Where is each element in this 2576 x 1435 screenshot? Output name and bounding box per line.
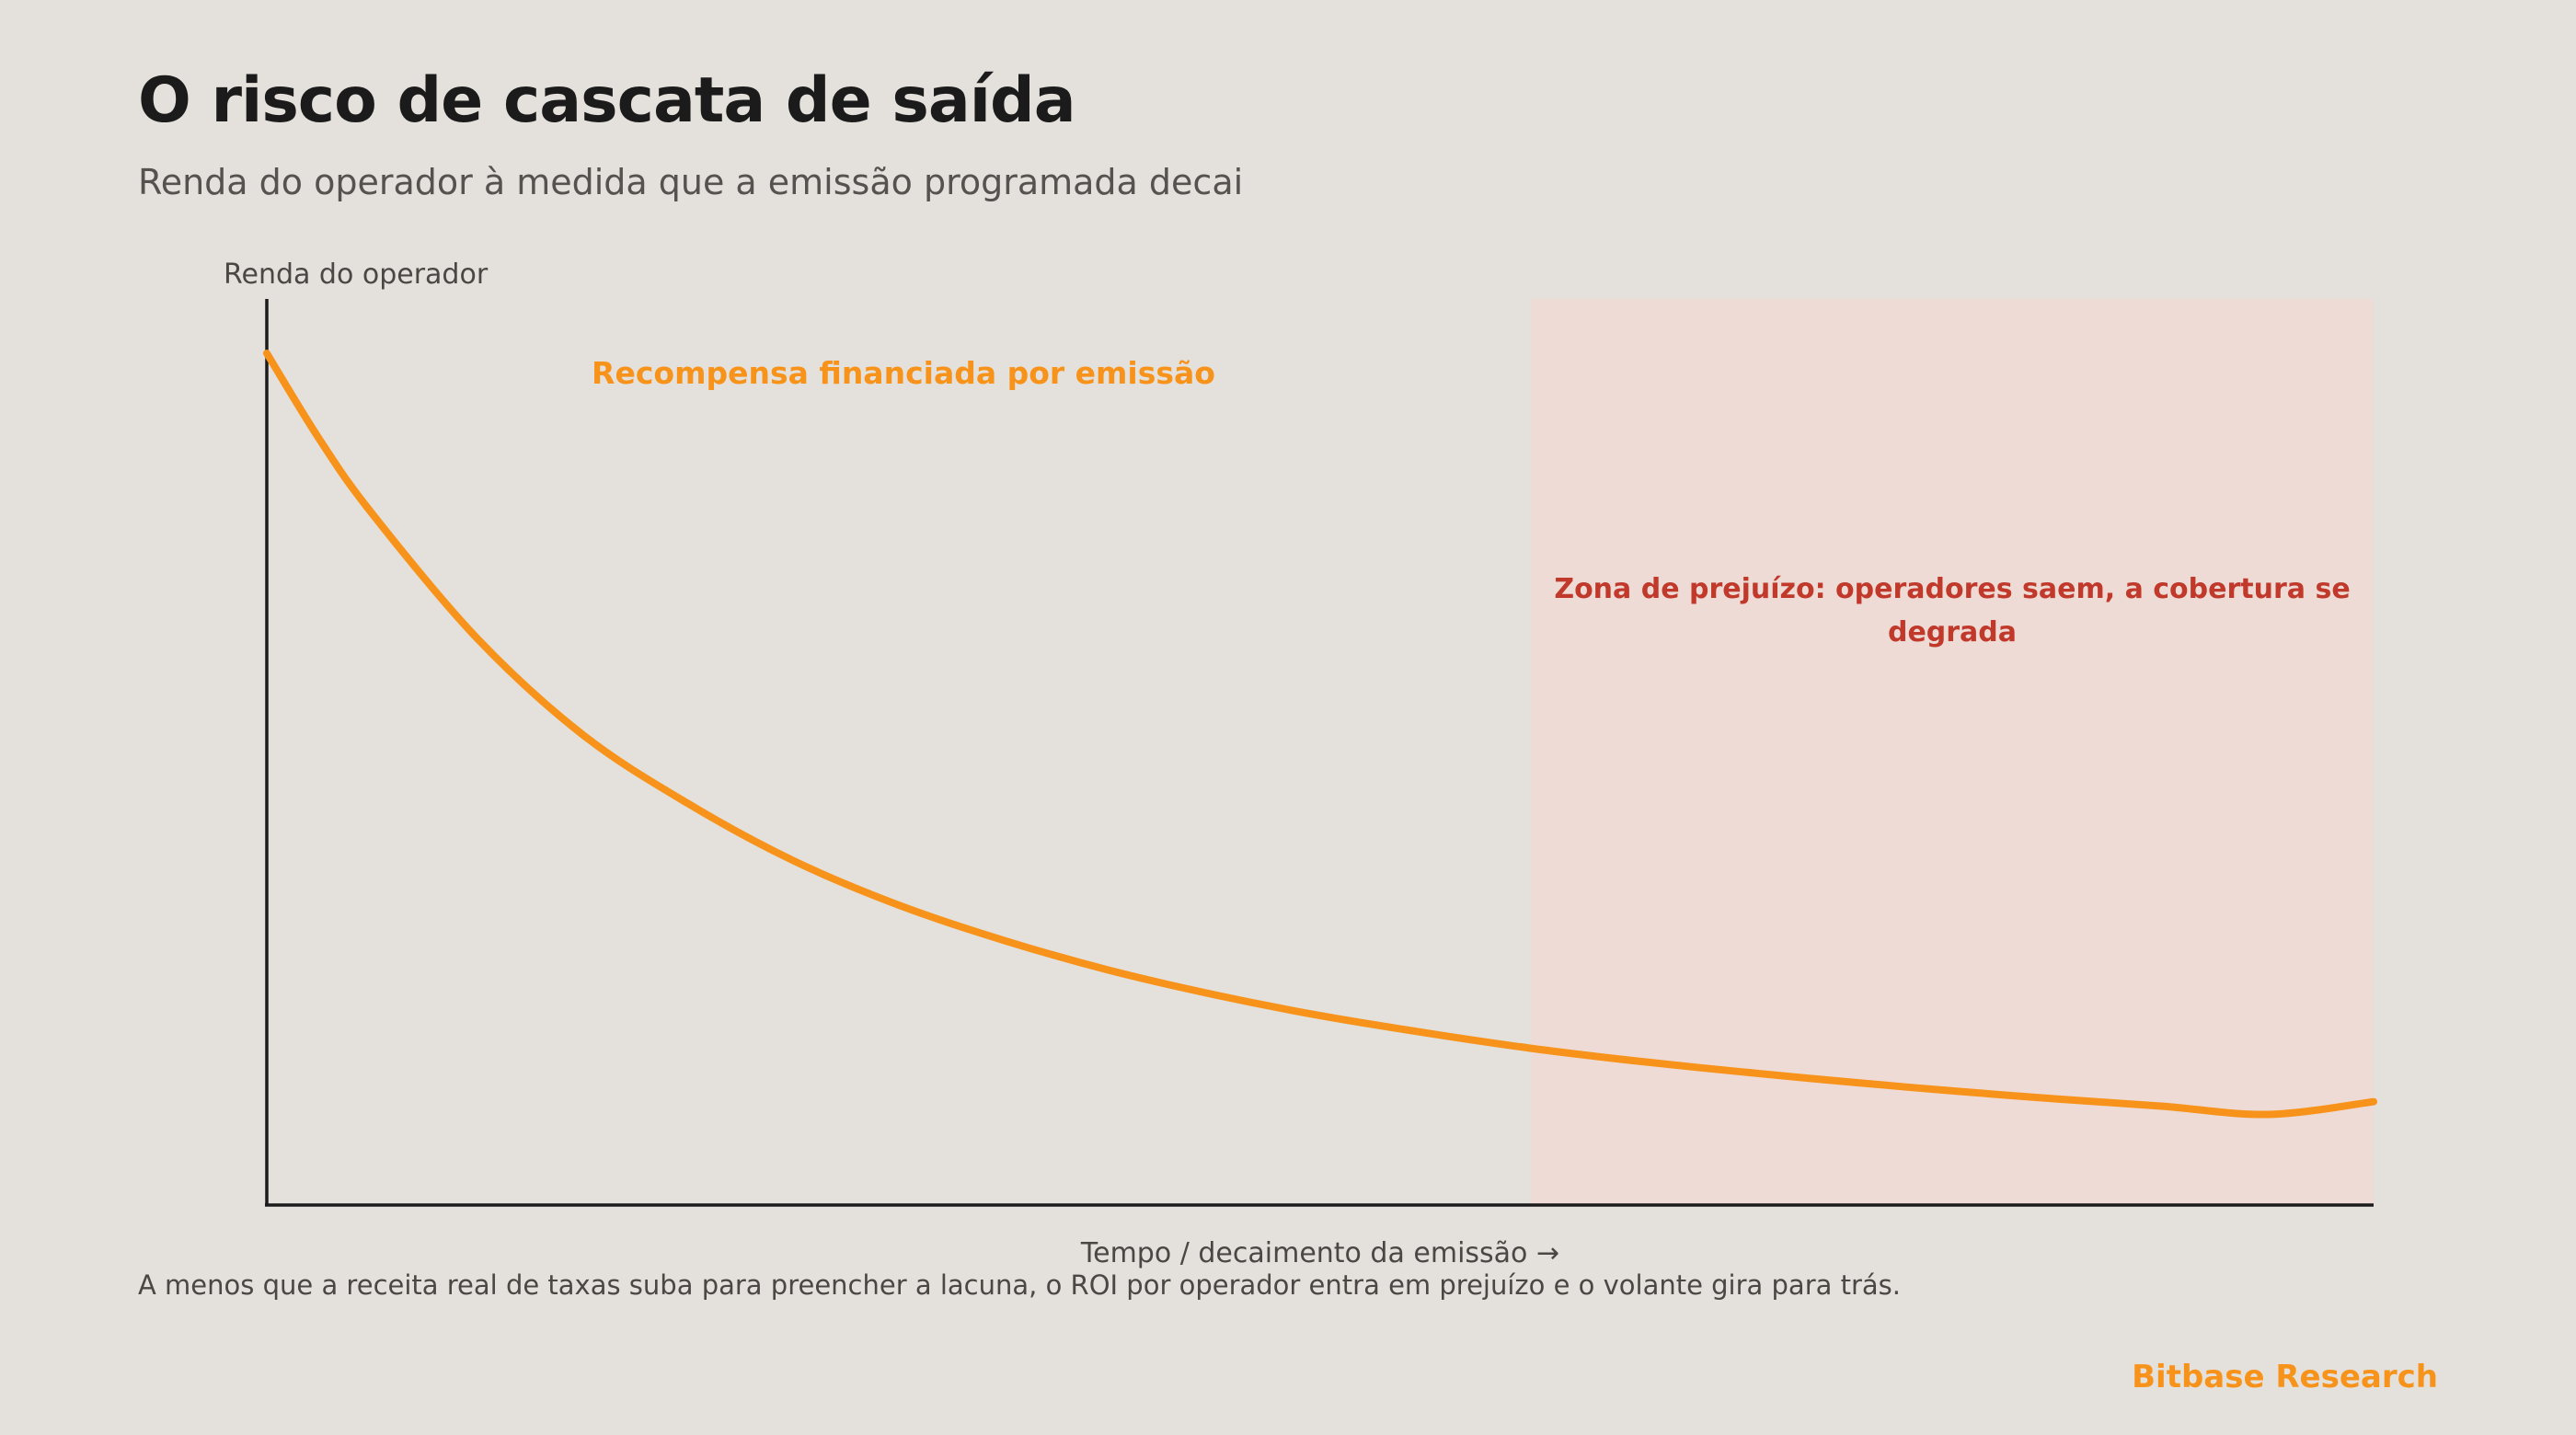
loss-zone-label-line: degrada — [1888, 616, 2017, 649]
footnote: A menos que a receita real de taxas suba… — [138, 1269, 1902, 1301]
chart-subtitle: Renda do operador à medida que a emissão… — [138, 162, 1244, 202]
series-line-operator-income — [263, 350, 2377, 1119]
brand-label: Bitbase Research — [2132, 1359, 2438, 1395]
loss-zone-label-line: Zona de prejuízo: operadores saem, a cob… — [1554, 573, 2350, 605]
x-axis-label: Tempo / decaimento da emissão → — [1080, 1237, 1559, 1269]
series-annotation-label: Recompensa financiada por emissão — [592, 355, 1215, 391]
y-axis-label: Renda do operador — [224, 258, 489, 291]
loss-zone-label: Zona de prejuízo: operadores saem, a cob… — [1554, 573, 2350, 649]
chart-title: O risco de cascata de saída — [138, 64, 1076, 137]
loss-zone-region — [1531, 299, 2374, 1205]
